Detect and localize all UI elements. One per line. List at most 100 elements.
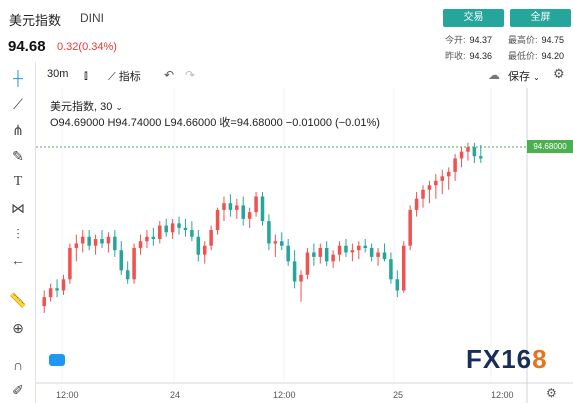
pitchfork-icon[interactable]: ⋔ — [12, 122, 24, 138]
candle-body — [318, 247, 323, 257]
cloud-icon[interactable]: ☁ — [488, 68, 500, 82]
candle-body — [331, 254, 335, 262]
candle-body — [235, 205, 239, 210]
candle-body — [472, 147, 477, 157]
candle-body — [453, 158, 457, 172]
indicator-icon: ⟋ — [108, 71, 116, 83]
candle-body — [177, 223, 181, 228]
candle-body — [202, 245, 207, 255]
stat-high: 最高价: 94.75 — [508, 35, 565, 45]
candle-body — [466, 147, 470, 152]
candle-body — [286, 245, 290, 262]
candles — [42, 142, 483, 313]
candle-body — [446, 171, 451, 177]
lock-pencil-icon[interactable]: ✐ — [12, 382, 24, 398]
candle-body — [138, 241, 143, 248]
candle-body — [337, 245, 342, 255]
candle-body — [113, 236, 117, 251]
candle-body — [132, 247, 136, 280]
candle-body — [42, 297, 46, 307]
candle-body — [106, 236, 111, 244]
candle-body — [190, 230, 194, 237]
interval-selector[interactable]: 30m — [47, 68, 69, 80]
stat-prev-close: 昨收: 94.36 — [445, 51, 493, 61]
symbol-code: DINI — [80, 11, 104, 25]
candle-body — [247, 212, 252, 219]
candle-body — [260, 196, 265, 222]
fullscreen-button[interactable]: 全屏 — [510, 9, 571, 27]
candle-body — [93, 239, 98, 246]
x-tick-label: 25 — [393, 390, 404, 400]
candle-body — [68, 247, 72, 280]
candle-body — [421, 189, 425, 199]
prediction-icon[interactable]: ⫶ — [16, 226, 20, 242]
candle-body — [369, 247, 374, 257]
save-button[interactable]: 保存 ⌄ — [508, 68, 540, 84]
candle-body — [273, 241, 278, 244]
candle-body — [279, 241, 284, 246]
text-tool-icon[interactable]: T — [13, 174, 23, 189]
candle-body — [292, 261, 297, 282]
trend-line-icon[interactable]: ⟋ — [13, 96, 23, 112]
axis-settings-icon[interactable]: ⚙ — [546, 386, 557, 400]
candle-body — [434, 180, 438, 186]
chart-legend-title: 美元指数, 30 ⌄ — [50, 101, 123, 113]
candle-body — [151, 236, 156, 239]
candle-body — [350, 250, 355, 253]
zoom-in-icon[interactable]: ⊕ — [12, 320, 24, 336]
tv-logo-icon — [49, 354, 65, 366]
x-tick-label: 12:00 — [273, 390, 296, 400]
symbol-change: 0.32(0.34%) — [57, 41, 117, 53]
chart-legend-ohlc: O94.69000 H94.74000 L94.66000 收=94.68000… — [50, 117, 380, 129]
candle-body — [440, 176, 445, 181]
watermark-logo: FX168 — [466, 344, 548, 374]
candle-body — [414, 198, 419, 210]
candle-body — [80, 236, 85, 244]
chart-area[interactable] — [36, 88, 573, 403]
candle-body — [170, 223, 175, 233]
candle-body — [158, 225, 162, 239]
candle-body — [376, 252, 380, 257]
settings-gear-icon[interactable]: ⚙ — [553, 66, 565, 81]
legend-chevron-icon[interactable]: ⌄ — [115, 102, 123, 112]
candle-body — [100, 239, 104, 244]
candle-body — [119, 250, 124, 271]
magnet-icon[interactable]: ∩ — [12, 357, 24, 373]
trade-button[interactable]: 交易 — [443, 9, 504, 27]
candle-type-icon[interactable]: ⫾ — [84, 68, 88, 82]
candle-body — [87, 236, 91, 246]
brush-icon[interactable]: ✎ — [12, 148, 24, 164]
indicator-button[interactable]: ⟋ 指标 — [108, 68, 141, 84]
redo-icon[interactable]: ↷ — [185, 68, 196, 82]
indicator-label: 指标 — [118, 71, 141, 83]
undo-icon[interactable]: ↶ — [164, 68, 175, 82]
x-tick-label: 12:00 — [56, 390, 79, 400]
candle-body — [183, 227, 188, 231]
candle-body — [222, 203, 226, 210]
candle-body — [61, 279, 66, 291]
candle-body — [305, 252, 310, 275]
candle-body — [408, 209, 412, 246]
drawing-toolbar: ┼ ⟋ ⋔ ✎ T ⋈ ⫶ ← 📏 ⊕ ∩ ✐ — [0, 62, 36, 403]
candle-body — [74, 243, 79, 248]
candle-body — [324, 247, 329, 262]
chart-toolbar: 30m ⫾ ⟋ 指标 ↶ ↷ ☁ 保存 ⌄ ⚙ — [0, 62, 573, 88]
pattern-icon[interactable]: ⋈ — [11, 200, 25, 216]
candle-body — [228, 203, 233, 210]
candle-body — [299, 274, 303, 282]
last-price-tag: 94.68000 — [527, 140, 573, 153]
candle-body — [164, 225, 168, 233]
candle-body — [125, 270, 130, 280]
crosshair-icon[interactable]: ┼ — [13, 70, 23, 86]
candle-body — [241, 205, 246, 219]
candle-body — [479, 156, 483, 159]
candle-body — [196, 236, 201, 255]
grid — [61, 88, 492, 383]
back-arrow-icon[interactable]: ← — [11, 252, 25, 268]
candle-body — [382, 252, 387, 260]
ruler-icon[interactable]: 📏 — [9, 292, 27, 308]
candlestick-chart — [36, 88, 573, 403]
candle-body — [401, 245, 406, 291]
symbol-name: 美元指数 — [9, 13, 62, 28]
candle-body — [48, 288, 53, 298]
